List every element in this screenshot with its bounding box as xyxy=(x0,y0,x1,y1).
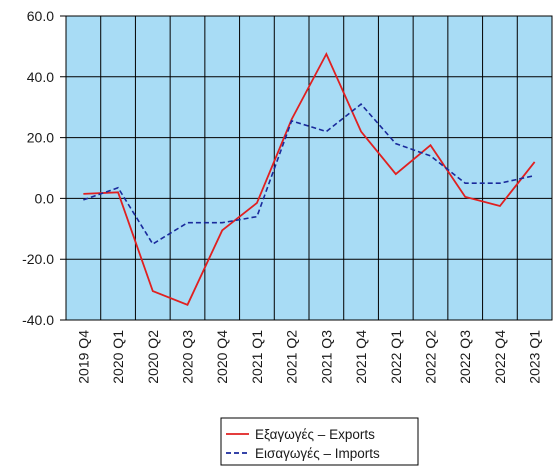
plot-border xyxy=(65,15,553,321)
x-tick-label: 2019 Q4 xyxy=(75,330,91,384)
legend: Εξαγωγές – Exports Εισαγωγές – Imports xyxy=(220,417,419,466)
y-axis-tick-labels: 60.0 40.0 20.0 0.0 -20.0 -40.0 xyxy=(22,8,54,328)
x-tick-label: 2020 Q1 xyxy=(110,330,126,384)
x-tick-label: 2022 Q2 xyxy=(423,330,439,384)
x-tick-label: 2022 Q4 xyxy=(492,330,508,384)
y-tick-label: -20.0 xyxy=(22,251,54,267)
legend-label: Εξαγωγές – Exports xyxy=(255,427,375,442)
x-tick-label: 2021 Q1 xyxy=(249,330,265,384)
x-tick-label: 2020 Q4 xyxy=(214,330,230,384)
y-tick-label: 60.0 xyxy=(27,8,54,24)
series-lines xyxy=(83,51,536,306)
y-tick-label: 40.0 xyxy=(27,69,54,85)
exports-line xyxy=(83,51,536,306)
x-tick-label: 2020 Q2 xyxy=(145,330,161,384)
y-tick-label: -40.0 xyxy=(22,312,54,328)
y-tick-label: 0.0 xyxy=(35,190,55,206)
x-tick-label: 2021 Q2 xyxy=(284,330,300,384)
x-tick-label: 2022 Q1 xyxy=(388,330,404,384)
legend-box xyxy=(220,417,419,466)
x-tick-label: 2023 Q1 xyxy=(527,330,543,384)
x-axis-tick-labels: 2019 Q4 2020 Q1 2020 Q2 2020 Q3 2020 Q4 2021 … xyxy=(75,330,542,384)
legend-label: Εισαγωγές – Imports xyxy=(255,446,380,461)
x-tick-label: 2021 Q3 xyxy=(318,330,334,384)
x-tick-label: 2022 Q3 xyxy=(457,330,473,384)
imports-line xyxy=(83,103,535,246)
y-tick-label: 20.0 xyxy=(27,130,54,146)
x-tick-label: 2020 Q3 xyxy=(180,330,196,384)
x-tick-label: 2021 Q4 xyxy=(353,330,369,384)
